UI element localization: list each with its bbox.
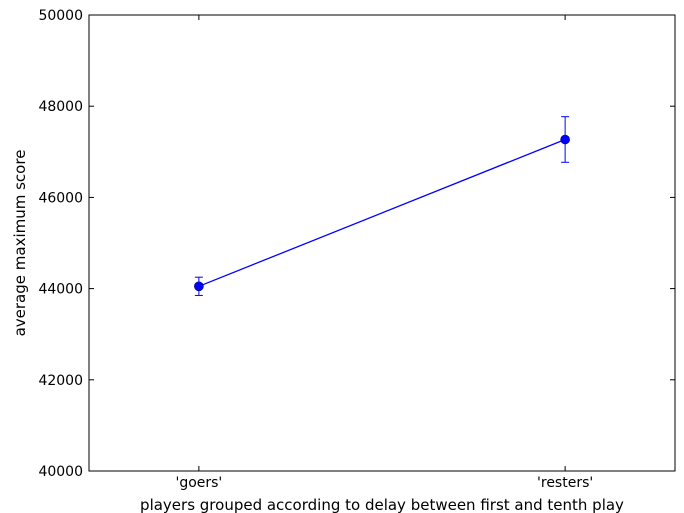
series-layer <box>194 116 570 296</box>
y-tick-label: 48000 <box>38 99 83 115</box>
y-tick-label: 40000 <box>38 464 83 480</box>
data-point <box>194 281 204 292</box>
series-line <box>198 138 566 287</box>
y-tick-label: 44000 <box>38 282 83 298</box>
y-tick-label: 46000 <box>38 190 83 206</box>
y-tick-label: 42000 <box>38 373 83 389</box>
y-axis-label: average maximum score <box>11 150 29 337</box>
y-axis-ticks: 40000 42000 44000 46000 48000 50000 <box>38 8 675 480</box>
x-axis-ticks: 'goers' 'resters' <box>175 15 593 491</box>
data-point <box>560 134 570 145</box>
plot-area <box>88 14 676 472</box>
x-tick-label: 'resters' <box>537 475 593 491</box>
y-tick-label: 50000 <box>38 8 83 24</box>
x-tick-label: 'goers' <box>175 475 222 491</box>
x-axis-label: players grouped according to delay betwe… <box>140 496 624 513</box>
